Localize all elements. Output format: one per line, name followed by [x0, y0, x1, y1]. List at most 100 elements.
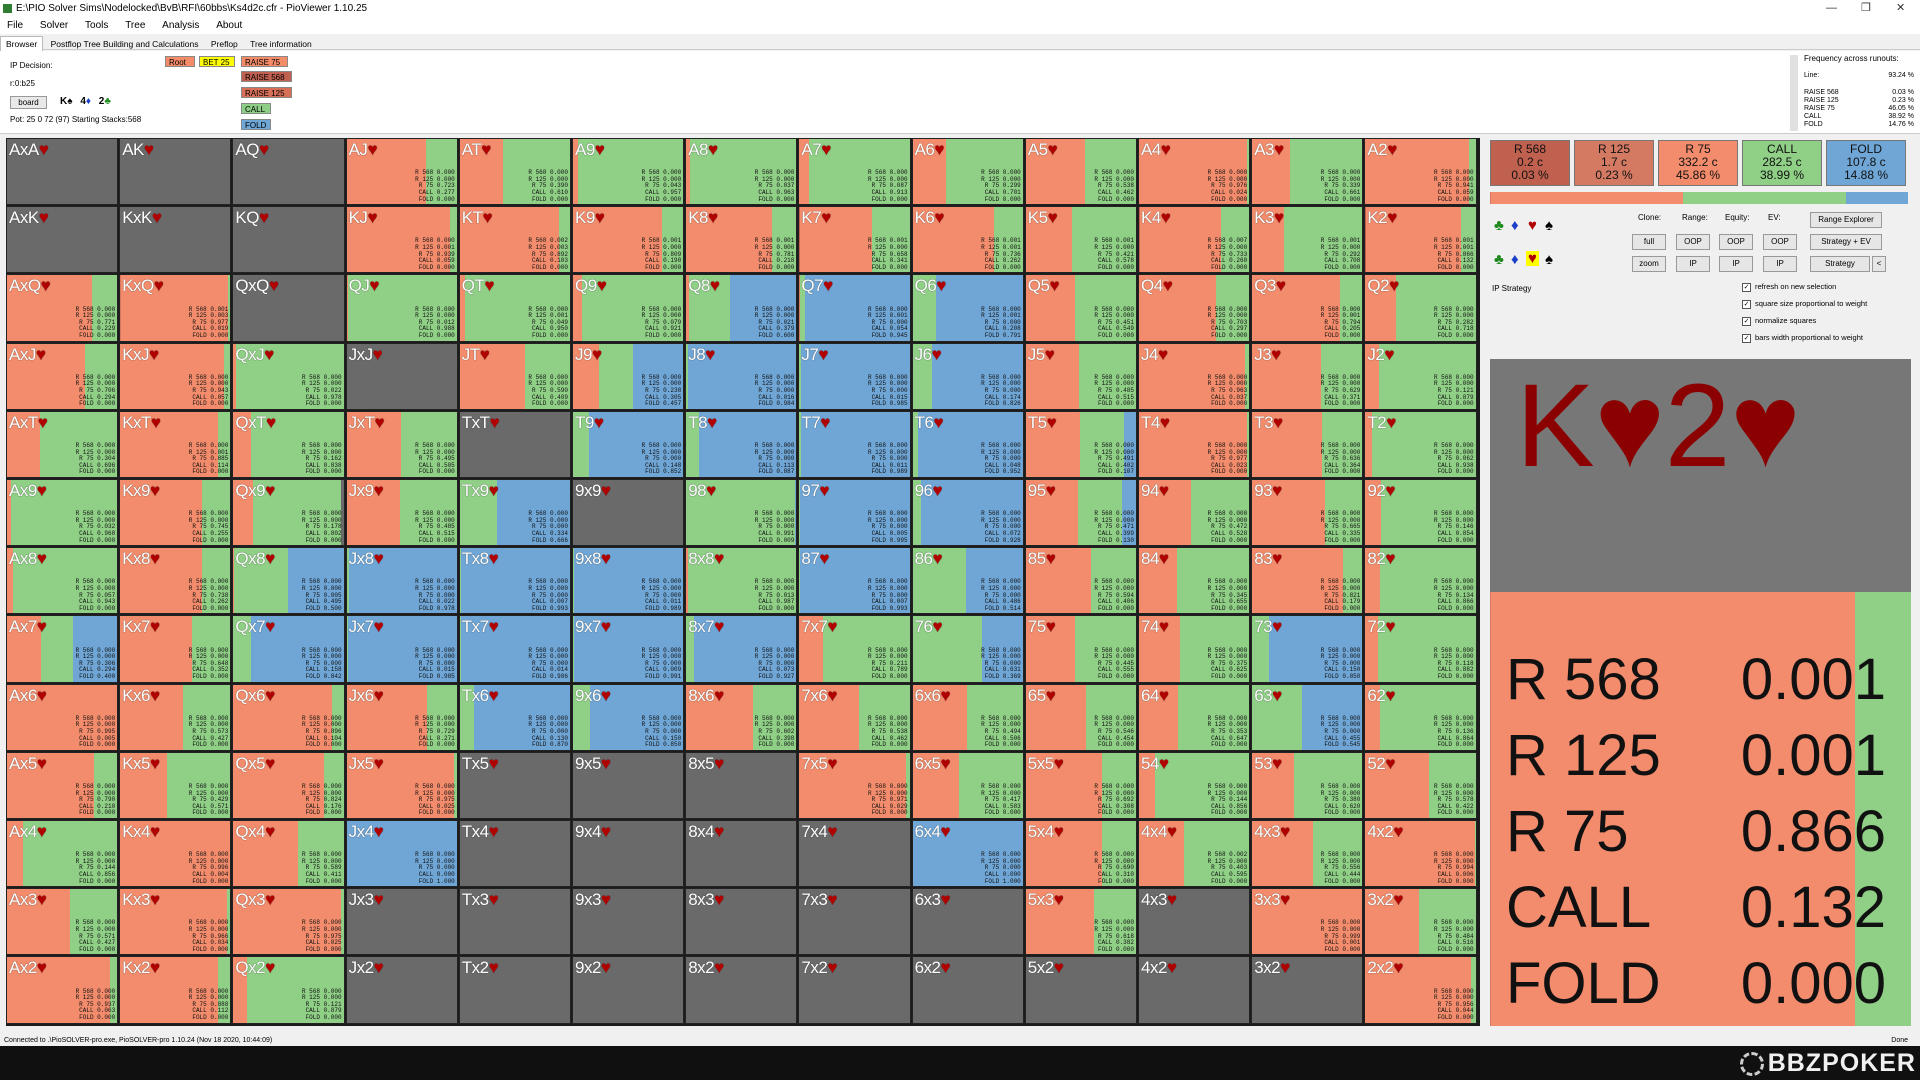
hand-cell[interactable]: R 568 0.000 R 125 0.000 R 75 0.494 CALL 0.5…	[911, 683, 1024, 751]
hand-cell[interactable]: R 568 0.000 R 125 0.000 R 75 0.556 CALL 0.4…	[1251, 820, 1364, 888]
hand-cell[interactable]: R 568 0.000 R 125 0.000 R 75 0.000 CALL 0.0…	[572, 547, 685, 615]
hand-cell[interactable]: R 568 0.000 R 125 0.000 R 75 0.495 CALL 0.5…	[345, 410, 458, 478]
hand-cell[interactable]: R 568 0.000 R 125 0.000 R 75 0.000 CALL 0.3…	[458, 479, 571, 547]
hand-cell[interactable]: R 568 0.000 R 125 0.000 R 75 0.821 CALL 0.1…	[1251, 547, 1364, 615]
hand-cell[interactable]: R 568 0.000 R 125 0.000 R 75 0.738 CALL 0.2…	[119, 547, 232, 615]
hand-cell[interactable]: R 568 0.000 R 125 0.001 R 75 0.939 CALL 0.0…	[345, 206, 458, 274]
hand-cell[interactable]: R 568 0.000 R 125 0.000 R 75 0.000 CALL 0.0…	[572, 615, 685, 683]
hand-cell[interactable]: R 568 0.000 R 125 0.000 R 75 0.000 CALL 0.1…	[685, 410, 798, 478]
hand-cell[interactable]: 9x5♥	[572, 751, 685, 819]
tree-raise125-button[interactable]: RAISE 125	[241, 87, 292, 98]
hand-cell[interactable]: R 568 0.000 R 125 0.001 R 75 0.000 CALL 0.0…	[798, 274, 911, 342]
hand-cell[interactable]: R 568 0.000 R 125 0.000 R 75 0.136 CALL 0.8…	[1364, 683, 1477, 751]
zoom-button[interactable]: zoom	[1632, 256, 1666, 272]
hand-cell[interactable]: AxK♥	[6, 206, 119, 274]
hand-cell[interactable]: R 568 0.000 R 125 0.000 R 75 0.000 CALL 0.0…	[911, 820, 1024, 888]
hand-cell[interactable]: 4x2♥	[1138, 956, 1251, 1024]
hand-cell[interactable]: R 568 0.000 R 125 0.000 R 75 0.977 CALL 0.0…	[1138, 410, 1251, 478]
hand-cell[interactable]: R 568 0.000 R 125 0.001 R 75 0.794 CALL 0.2…	[1251, 274, 1364, 342]
hand-cell[interactable]: KxK♥	[119, 206, 232, 274]
hand-cell[interactable]: R 568 0.000 R 125 0.000 R 75 0.118 CALL 0.8…	[1364, 615, 1477, 683]
hand-cell[interactable]: R 568 0.000 R 125 0.000 R 75 0.005 CALL 0.4…	[232, 547, 345, 615]
hand-cell[interactable]: Tx3♥	[458, 888, 571, 956]
hand-cell[interactable]: 8x4♥	[685, 820, 798, 888]
hand-cell[interactable]: R 568 0.000 R 125 0.000 R 75 0.618 CALL 0.3…	[1024, 888, 1137, 956]
checkbox-bars-width[interactable]: ✓ bars width proportional to weight	[1742, 333, 1863, 343]
hand-cell[interactable]: R 568 0.000 R 125 0.000 R 75 0.057 CALL 0.9…	[6, 547, 119, 615]
hand-cell[interactable]: R 568 0.000 R 125 0.000 R 75 0.723 CALL 0.2…	[345, 138, 458, 206]
hand-cell[interactable]: R 568 0.000 R 125 0.000 R 75 0.000 CALL 0.0…	[798, 410, 911, 478]
full-button[interactable]: full	[1632, 234, 1666, 250]
close-button[interactable]: ✕	[1896, 2, 1906, 14]
hand-cell[interactable]: Tx4♥	[458, 820, 571, 888]
hand-cell[interactable]: R 568 0.000 R 125 0.000 R 75 0.144 CALL 0.8…	[6, 820, 119, 888]
hand-cell[interactable]: R 568 0.000 R 125 0.000 R 75 0.896 CALL 0.1…	[232, 683, 345, 751]
hand-cell[interactable]: R 568 0.000 R 125 0.000 R 75 0.000 CALL 0.0…	[458, 615, 571, 683]
hand-cell[interactable]: R 568 0.000 R 125 0.000 R 75 0.976 CALL 0.0…	[1138, 138, 1251, 206]
hand-cell[interactable]: R 568 0.000 R 125 0.000 R 75 0.771 CALL 0.2…	[6, 274, 119, 342]
strategy-button[interactable]: Strategy	[1810, 256, 1870, 272]
hand-cell[interactable]: 6x2♥	[911, 956, 1024, 1024]
range-ip-button[interactable]: IP	[1676, 256, 1710, 272]
hand-cell[interactable]: R 568 0.000 R 125 0.000 R 75 0.602 CALL 0.3…	[685, 683, 798, 751]
hand-cell[interactable]: R 568 0.000 R 125 0.000 R 75 0.238 CALL 0.3…	[572, 342, 685, 410]
hand-cell[interactable]: R 568 0.000 R 125 0.000 R 75 0.000 CALL 0.0…	[798, 547, 911, 615]
hand-cell[interactable]: R 568 0.000 R 125 0.000 R 75 0.375 CALL 0.6…	[1138, 615, 1251, 683]
hand-cell[interactable]: R 568 0.000 R 125 0.000 R 75 0.538 CALL 0.4…	[1024, 138, 1137, 206]
hand-cell[interactable]: R 568 0.000 R 125 0.000 R 75 0.037 CALL 0.9…	[685, 138, 798, 206]
hand-cell[interactable]: R 568 0.000 R 125 0.000 R 75 0.121 CALL 0.8…	[1364, 342, 1477, 410]
strategy-ev-button[interactable]: Strategy + EV	[1810, 234, 1882, 250]
hand-cell[interactable]: R 568 0.002 R 125 0.000 R 75 0.403 CALL 0.5…	[1138, 820, 1251, 888]
hand-cell[interactable]: 8x2♥	[685, 956, 798, 1024]
hand-cell[interactable]: 8x5♥	[685, 751, 798, 819]
hand-cell[interactable]: R 568 0.000 R 125 0.000 R 75 0.590 CALL 0.4…	[458, 342, 571, 410]
tree-bet25-button[interactable]: BET 25	[199, 56, 235, 67]
menu-file[interactable]: File	[7, 20, 24, 31]
hand-cell[interactable]: AxA♥	[6, 138, 119, 206]
hand-cell[interactable]: R 568 0.000 R 125 0.000 R 75 0.703 CALL 0.2…	[1138, 274, 1251, 342]
equity-ip-button[interactable]: IP	[1719, 256, 1753, 272]
hand-cell[interactable]: R 568 0.000 R 125 0.000 R 75 0.000 CALL 0.0…	[911, 479, 1024, 547]
hand-cell[interactable]: 9x4♥	[572, 820, 685, 888]
hand-cell[interactable]: 5x2♥	[1024, 956, 1137, 1024]
hand-cell[interactable]: R 568 0.000 R 125 0.000 R 75 0.000 CALL 0.0…	[345, 820, 458, 888]
hand-cell[interactable]: R 568 0.000 R 125 0.000 R 75 0.032 CALL 0.9…	[6, 479, 119, 547]
hand-cell[interactable]: R 568 0.000 R 125 0.000 R 75 0.000 CALL 0.1…	[572, 410, 685, 478]
range-oop-button[interactable]: OOP	[1676, 234, 1710, 250]
hand-cell[interactable]: 8x3♥	[685, 888, 798, 956]
hand-cell[interactable]: R 568 0.000 R 125 0.000 R 75 0.571 CALL 0.4…	[6, 888, 119, 956]
hand-cell[interactable]: R 568 0.000 R 125 0.000 R 75 0.000 CALL 0.6…	[911, 615, 1024, 683]
hand-cell[interactable]: R 568 0.001 R 125 0.000 R 75 0.809 CALL 0.1…	[572, 206, 685, 274]
hand-cell[interactable]: R 568 0.000 R 125 0.000 R 75 0.000 CALL 0.0…	[685, 615, 798, 683]
hand-cell[interactable]: R 568 0.001 R 125 0.000 R 75 0.292 CALL 0.7…	[1251, 206, 1364, 274]
hand-cell[interactable]: R 568 0.000 R 125 0.000 R 75 0.062 CALL 0.9…	[1364, 410, 1477, 478]
hand-cell[interactable]: R 568 0.000 R 125 0.000 R 75 0.000 CALL 0.1…	[572, 683, 685, 751]
tree-fold-button[interactable]: FOLD	[241, 119, 271, 130]
hand-cell[interactable]: R 568 0.000 R 125 0.000 R 75 0.178 CALL 0.8…	[232, 479, 345, 547]
checkbox-square-size[interactable]: ✓ square size proportional to weight	[1742, 299, 1868, 309]
hand-cell[interactable]: R 568 0.000 R 125 0.000 R 75 0.390 CALL 0.6…	[458, 138, 571, 206]
hand-cell[interactable]: 9x9♥	[572, 479, 685, 547]
hand-cell[interactable]: R 568 0.000 R 125 0.000 R 75 0.304 CALL 0.6…	[6, 410, 119, 478]
hand-cell[interactable]: 7x4♥	[798, 820, 911, 888]
hand-cell[interactable]: R 568 0.000 R 125 0.000 R 75 0.000 CALL 0.4…	[1251, 683, 1364, 751]
hand-cell[interactable]: R 568 0.000 R 125 0.000 R 75 0.000 CALL 0.0…	[911, 410, 1024, 478]
hand-cell[interactable]: R 568 0.000 R 125 0.001 R 75 0.000 CALL 0.2…	[911, 274, 1024, 342]
hand-cell[interactable]: R 568 0.001 R 125 0.000 R 75 0.781 CALL 0.2…	[685, 206, 798, 274]
hand-cell[interactable]: R 568 0.000 R 125 0.000 R 75 0.999 CALL 0.0…	[1251, 888, 1364, 956]
hand-cell[interactable]: TxT♥	[458, 410, 571, 478]
hand-cell[interactable]: R 568 0.000 R 125 0.000 R 75 0.975 CALL 0.0…	[232, 888, 345, 956]
menu-tools[interactable]: Tools	[85, 20, 109, 31]
hand-cell[interactable]: R 568 0.000 R 125 0.000 R 75 0.745 CALL 0.2…	[119, 479, 232, 547]
hand-cell[interactable]: 9x3♥	[572, 888, 685, 956]
hand-cell[interactable]: R 568 0.000 R 125 0.000 R 75 0.629 CALL 0.3…	[1251, 342, 1364, 410]
hand-cell[interactable]: R 568 0.000 R 125 0.000 R 75 0.000 CALL 0.9…	[685, 479, 798, 547]
hand-cell[interactable]: R 568 0.000 R 125 0.000 R 75 0.299 CALL 0.7…	[911, 138, 1024, 206]
hand-cell[interactable]: R 568 0.000 R 125 0.000 R 75 0.546 CALL 0.4…	[1024, 683, 1137, 751]
hand-cell[interactable]: R 568 0.000 R 125 0.000 R 75 0.353 CALL 0.6…	[1138, 683, 1251, 751]
checkbox-refresh[interactable]: ✓ refresh on new selection	[1742, 282, 1837, 292]
board-button[interactable]: board	[10, 96, 47, 109]
summary-box[interactable]: CALL 282.5 c 38.99 %	[1742, 140, 1822, 186]
checkbox-normalize[interactable]: ✓ normalize squares	[1742, 316, 1817, 326]
hand-cell[interactable]: R 568 0.000 R 125 0.000 R 75 0.162 CALL 0.8…	[232, 410, 345, 478]
